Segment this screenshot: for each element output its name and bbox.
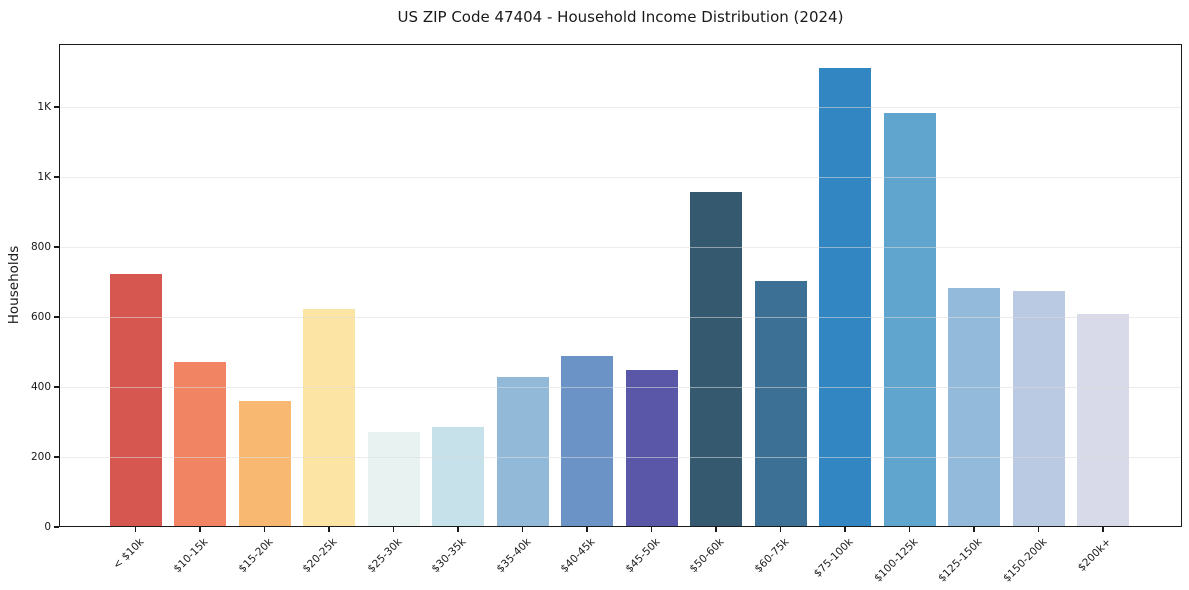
- y-tick-label: 200: [30, 451, 51, 463]
- bar-35-40k: [496, 376, 549, 527]
- y-tick-label: 0: [44, 521, 51, 533]
- x-axis-tick: [263, 527, 266, 532]
- x-axis-tick: [1037, 527, 1040, 532]
- gridline-800: [59, 247, 1182, 248]
- y-tick-label: 600: [30, 311, 51, 323]
- bar-200k: [1077, 314, 1129, 527]
- gridline-1000: [59, 177, 1182, 178]
- y-tick-label: 400: [30, 381, 51, 393]
- x-axis-tick: [1102, 527, 1104, 532]
- x-axis-tick: [715, 527, 717, 532]
- bar-100-125k: [883, 112, 936, 527]
- y-axis-tick: [54, 456, 59, 458]
- x-axis-tick: [844, 527, 846, 532]
- y-axis-tick: [54, 246, 59, 248]
- x-axis-tick: [586, 527, 588, 532]
- gridline-400: [59, 387, 1182, 388]
- x-axis-tick: [973, 527, 975, 532]
- bar-75-100k: [819, 68, 871, 527]
- gridline-1200: [59, 107, 1182, 108]
- bar-10-15k: [174, 361, 226, 527]
- bar-50-60k: [690, 191, 742, 527]
- y-axis-tick: [54, 316, 59, 318]
- y-axis-tick: [54, 176, 59, 178]
- gridline-600: [59, 317, 1182, 318]
- x-axis-tick: [521, 527, 524, 532]
- x-axis-tick: [779, 527, 782, 532]
- y-tick-label: 1K: [37, 171, 51, 183]
- x-axis-tick: [199, 527, 201, 532]
- bar-10k: [109, 273, 162, 527]
- y-tick-label: 800: [30, 241, 51, 253]
- x-tick-label: < $10k: [110, 536, 146, 572]
- x-axis-tick: [328, 527, 330, 532]
- x-axis-tick: [457, 527, 459, 532]
- x-axis-tick: [134, 527, 137, 532]
- bar-125-150k: [948, 287, 1000, 527]
- chart-title: US ZIP Code 47404 - Household Income Dis…: [397, 8, 844, 26]
- bar-20-25k: [303, 309, 355, 527]
- bar-30-35k: [432, 426, 484, 527]
- x-axis-tick: [908, 527, 911, 532]
- x-axis-tick: [392, 527, 395, 532]
- bar-45-50k: [625, 370, 678, 527]
- y-axis-tick: [54, 526, 59, 528]
- y-tick-label: 1K: [37, 101, 51, 113]
- y-axis-tick: [54, 386, 59, 388]
- bar-40-45k: [561, 355, 613, 527]
- gridline-200: [59, 457, 1182, 458]
- bar-60-75k: [754, 280, 807, 527]
- bar-25-30k: [367, 431, 420, 527]
- bar-150-200k: [1012, 291, 1065, 527]
- x-axis-tick: [650, 527, 653, 532]
- y-axis-tick: [54, 106, 59, 108]
- bar-15-20k: [238, 400, 291, 527]
